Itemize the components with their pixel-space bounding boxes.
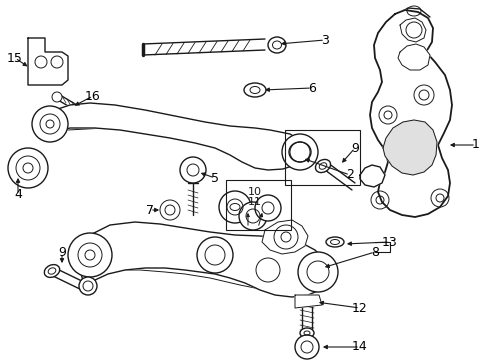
Circle shape [219, 191, 251, 223]
Text: 5: 5 [211, 171, 219, 184]
Text: 10: 10 [248, 187, 262, 197]
Text: 8: 8 [371, 246, 379, 258]
Polygon shape [46, 103, 305, 170]
Circle shape [255, 195, 281, 221]
Circle shape [52, 92, 62, 102]
Polygon shape [262, 220, 308, 254]
Polygon shape [400, 18, 426, 42]
Text: 1: 1 [472, 139, 480, 152]
Text: 3: 3 [321, 33, 329, 46]
Polygon shape [398, 44, 430, 70]
Text: 7: 7 [146, 203, 154, 216]
Text: 9: 9 [351, 141, 359, 154]
Circle shape [295, 335, 319, 359]
Text: 14: 14 [352, 341, 368, 354]
Circle shape [79, 277, 97, 295]
Ellipse shape [300, 328, 314, 338]
Ellipse shape [268, 37, 286, 53]
Text: 11: 11 [248, 197, 262, 207]
Text: 16: 16 [85, 90, 101, 103]
Text: 15: 15 [7, 51, 23, 64]
Circle shape [8, 148, 48, 188]
Polygon shape [295, 295, 322, 308]
Circle shape [68, 233, 112, 277]
Circle shape [51, 56, 63, 68]
Ellipse shape [244, 83, 266, 97]
Text: 2: 2 [346, 168, 354, 181]
Text: 12: 12 [352, 302, 368, 315]
Circle shape [239, 202, 267, 230]
Ellipse shape [326, 237, 344, 247]
Text: 6: 6 [308, 81, 316, 94]
Circle shape [180, 157, 206, 183]
Ellipse shape [289, 142, 311, 162]
Ellipse shape [316, 159, 331, 172]
Polygon shape [383, 120, 437, 175]
Ellipse shape [44, 265, 60, 278]
Text: 4: 4 [14, 189, 22, 202]
Text: 13: 13 [382, 235, 398, 248]
Circle shape [197, 237, 233, 273]
Polygon shape [78, 222, 330, 297]
Circle shape [298, 252, 338, 292]
Circle shape [35, 56, 47, 68]
Circle shape [282, 134, 318, 170]
Circle shape [32, 106, 68, 142]
Text: 9: 9 [58, 247, 66, 260]
Circle shape [160, 200, 180, 220]
Polygon shape [360, 165, 385, 187]
Polygon shape [370, 10, 452, 217]
Polygon shape [28, 38, 68, 85]
